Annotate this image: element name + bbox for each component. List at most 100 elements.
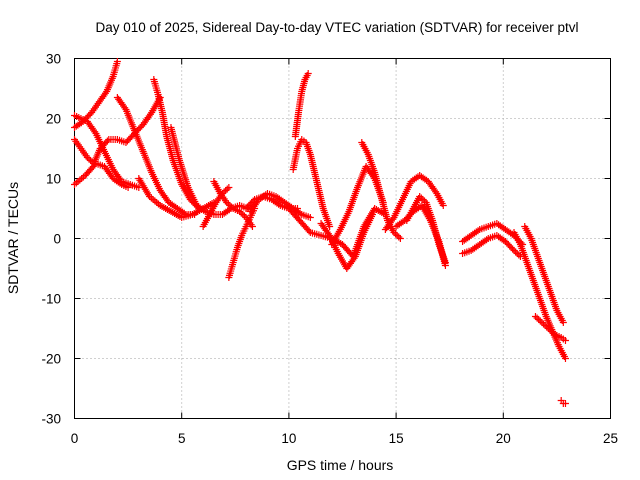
data-point — [369, 211, 377, 218]
data-point-trail — [128, 181, 141, 191]
data-point — [531, 313, 539, 320]
series-track-25 — [510, 229, 569, 362]
data-point-trail — [460, 233, 473, 244]
data-point-trail — [243, 197, 257, 211]
data-point-trail — [536, 297, 549, 318]
data-point — [326, 223, 334, 230]
data-point-trail — [123, 131, 137, 145]
axis-ticks: 0 5 10 15 20 25 -30 -20 -10 0 10 20 30 — [41, 52, 618, 447]
data-point-trail — [230, 246, 241, 264]
data-point — [83, 154, 91, 161]
y-tick-label: 30 — [46, 52, 61, 67]
data-point-trail — [237, 209, 248, 220]
data-point-trail — [399, 180, 414, 201]
data-point-trail — [159, 111, 170, 138]
data-point-trail — [371, 171, 385, 198]
series-track-24 — [459, 232, 524, 260]
data-point-trail — [300, 211, 312, 221]
data-point-trail — [528, 237, 541, 258]
series-track-20 — [381, 172, 447, 233]
data-point-trail — [556, 345, 568, 360]
data-point-trail — [211, 180, 223, 195]
series-track-04 — [71, 160, 132, 191]
data-point-trail — [131, 128, 146, 154]
data-point-trail — [486, 232, 499, 242]
data-point-trail — [72, 137, 84, 151]
data-point-trail — [320, 207, 333, 228]
data-point-trail — [383, 215, 397, 232]
data-point-trail — [85, 119, 99, 136]
data-point-trail — [524, 261, 537, 282]
data-point-trail — [175, 206, 188, 217]
data-point-trail — [247, 207, 258, 219]
data-point-trail — [73, 113, 83, 121]
data-point-trail — [530, 279, 543, 300]
data-point-trail — [290, 147, 301, 171]
series-track-09 — [199, 184, 233, 230]
chart-title: Day 010 of 2025, Sidereal Day-to-day VTE… — [96, 20, 579, 35]
data-point-trail — [111, 176, 124, 187]
data-point — [439, 202, 447, 209]
data-point-trail — [295, 90, 305, 114]
y-tick-label: 10 — [46, 172, 61, 187]
data-point-trail — [346, 186, 361, 213]
data-point-trail — [116, 136, 128, 146]
data-point-trail — [83, 161, 99, 178]
data-point-trail — [201, 200, 216, 211]
data-point-trail — [553, 332, 563, 340]
series-track-06 — [135, 175, 218, 221]
data-point-trail — [394, 218, 407, 229]
data-point-trail — [461, 247, 473, 257]
data-point-trail — [311, 171, 322, 192]
data-point-trail — [179, 182, 193, 202]
data-point-trail — [365, 153, 378, 174]
data-point-trail — [329, 227, 343, 247]
data-point-trail — [512, 248, 523, 259]
x-tick-label: 0 — [71, 431, 79, 446]
data-point-trail — [248, 197, 262, 214]
data-point — [113, 58, 121, 65]
data-point-trail — [269, 197, 283, 208]
data-point — [510, 247, 518, 254]
data-point-trail — [522, 225, 534, 240]
data-point-trail — [266, 190, 278, 200]
data-point — [304, 70, 312, 77]
data-point-trail — [469, 227, 482, 238]
series-track-21 — [392, 202, 449, 269]
series-track-26 — [521, 223, 567, 326]
data-point-trail — [495, 233, 508, 244]
data-point-trail — [359, 141, 371, 156]
data-point-trail — [170, 159, 185, 186]
data-point-trail — [234, 234, 245, 249]
series-track-02 — [71, 94, 164, 167]
data-point-trail — [136, 176, 152, 199]
data-point-trail — [434, 192, 446, 207]
data-point-trail — [257, 191, 270, 202]
data-point — [236, 208, 244, 215]
data-point — [416, 193, 424, 200]
data-point — [248, 223, 256, 230]
data-point — [561, 355, 569, 362]
data-point-trail — [478, 223, 490, 233]
data-point-trail — [429, 219, 442, 246]
data-point-trail — [150, 78, 162, 96]
x-tick-label: 10 — [281, 431, 296, 446]
data-point-trail — [72, 173, 87, 187]
data-point-trail — [243, 216, 253, 228]
data-point-trail — [212, 211, 224, 218]
data-point-trail — [344, 254, 358, 271]
data-point-trail — [95, 89, 109, 106]
data-point-trail — [239, 225, 249, 237]
series-track-28 — [531, 313, 569, 344]
data-point-trail — [392, 230, 403, 241]
data-point — [561, 337, 569, 344]
data-point-trail — [292, 111, 302, 138]
data-point-trail — [79, 116, 89, 124]
data-point-trail — [278, 202, 291, 212]
data-point-trail — [511, 231, 523, 246]
data-point-trail — [534, 255, 547, 276]
data-point-trail — [238, 202, 250, 212]
data-point-trail — [218, 191, 229, 205]
data-point-trail — [477, 236, 491, 247]
data-point-trail — [425, 179, 440, 196]
